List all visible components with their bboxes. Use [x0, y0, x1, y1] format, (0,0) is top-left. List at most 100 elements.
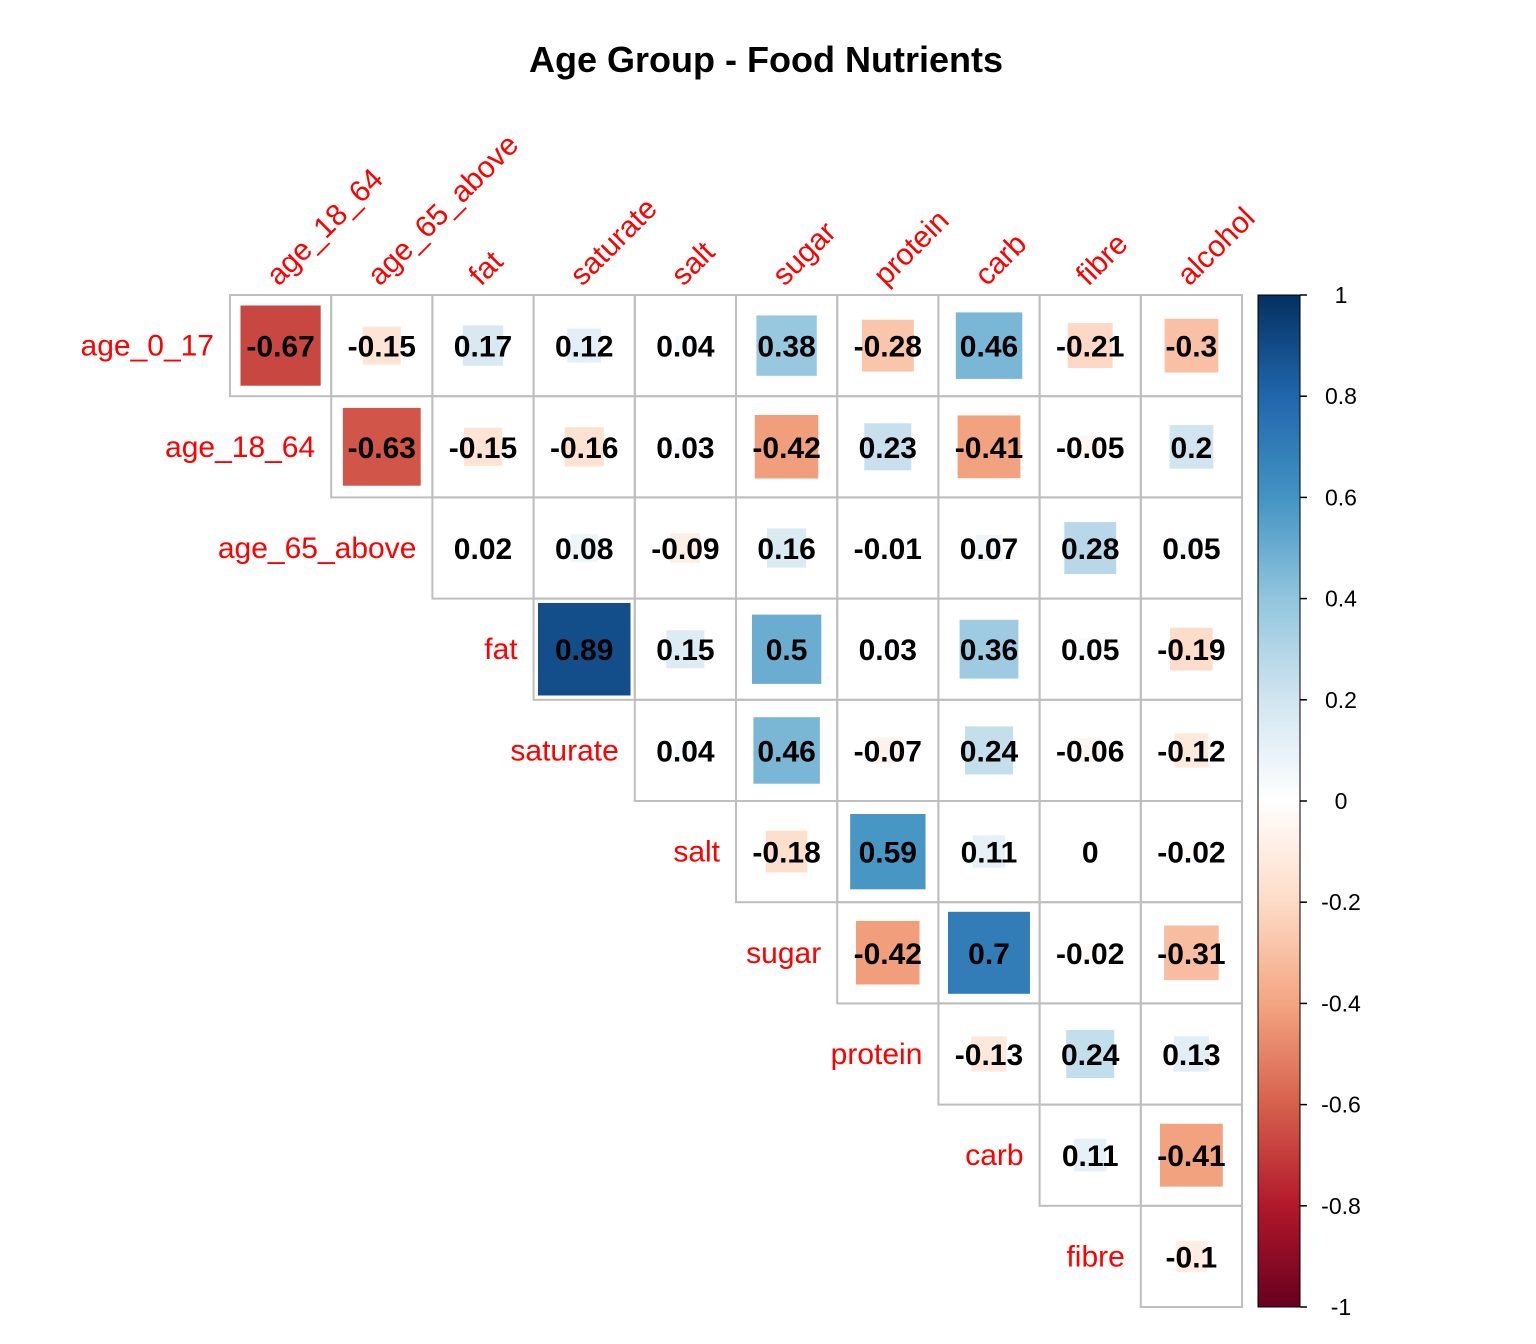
cell-square-age_65_above-saturate [570, 534, 598, 562]
cell-square-age_65_above-protein [882, 543, 893, 553]
cell-square-age_65_above-fibre [1064, 522, 1117, 574]
cell-value-age_65_above-protein: -0.01 [854, 533, 922, 566]
cell-square-carb-fibre [1073, 1138, 1107, 1172]
column-label-salt: salt [665, 235, 722, 292]
row-label-fibre: fibre [1066, 1240, 1124, 1273]
cell-square-salt-sugar [765, 830, 808, 873]
cell-value-saturate-sugar: 0.46 [757, 735, 815, 768]
legend-tick-label: -1 [1331, 1294, 1351, 1320]
cell-value-fibre-alcohol: -0.1 [1166, 1241, 1218, 1274]
cell-value-age_18_64-carb: -0.41 [955, 432, 1023, 465]
legend-tick-label: 0 [1335, 788, 1348, 814]
grid-cell-fibre-alcohol [1139, 1204, 1244, 1309]
cell-value-salt-carb: 0.11 [961, 837, 1018, 870]
cell-value-salt-alcohol: -0.02 [1157, 837, 1225, 870]
cell-square-saturate-protein [874, 737, 901, 764]
cell-square-fat-alcohol [1170, 627, 1213, 671]
cell-square-age_65_above-salt [670, 533, 701, 563]
cell-value-age_0_17-age_18_64: -0.67 [246, 331, 314, 364]
row-label-protein: protein [831, 1038, 923, 1071]
row-label-age_0_17: age_0_17 [81, 330, 214, 363]
cell-square-age_65_above-alcohol [1180, 537, 1203, 559]
cell-value-age_0_17-sugar: 0.38 [757, 331, 815, 364]
column-label-fat: fat [463, 245, 510, 292]
legend-tick-label: -0.4 [1321, 990, 1361, 1016]
cell-square-sugar-fibre [1083, 945, 1098, 960]
column-label-protein: protein [867, 204, 955, 292]
cell-value-fat-carb: 0.36 [960, 634, 1018, 667]
color-legend-bar [1258, 295, 1300, 1307]
cell-square-age_18_64-saturate [564, 427, 604, 467]
row-label-sugar: sugar [746, 937, 821, 970]
cell-value-fat-protein: 0.03 [859, 634, 917, 667]
cell-value-sugar-fibre: -0.02 [1056, 938, 1124, 971]
cell-square-fat-saturate [538, 603, 631, 696]
column-label-saturate: saturate [564, 192, 664, 292]
cell-value-age_0_17-age_65_above: -0.15 [348, 331, 416, 364]
cell-square-age_0_17-sugar [756, 315, 817, 376]
row-label-fat: fat [484, 633, 518, 666]
cell-value-saturate-fibre: -0.06 [1056, 735, 1124, 768]
column-label-sugar: sugar [766, 216, 842, 292]
cell-square-age_0_17-carb [955, 312, 1023, 379]
heatmap-grid [229, 294, 1244, 1309]
cell-value-age_18_64-fat: -0.15 [449, 432, 517, 465]
cell-value-fat-alcohol: -0.19 [1157, 634, 1225, 667]
cell-square-age_18_64-protein [864, 423, 912, 471]
row-label-age_18_64: age_18_64 [165, 431, 315, 464]
cell-square-age_0_17-alcohol [1164, 318, 1219, 373]
cell-square-saturate-salt [675, 740, 696, 761]
cell-square-protein-fibre [1066, 1030, 1115, 1078]
cell-square-fat-fibre [1079, 638, 1102, 661]
cell-square-fat-sugar [752, 614, 822, 684]
cell-value-age_18_64-age_65_above: -0.63 [348, 432, 416, 465]
cell-value-age_0_17-saturate: 0.12 [555, 331, 613, 364]
cell-square-carb-alcohol [1160, 1123, 1223, 1187]
cell-square-sugar-alcohol [1164, 925, 1219, 981]
cell-square-fat-protein [879, 640, 897, 658]
cell-value-age_0_17-salt: 0.04 [656, 331, 715, 364]
legend-tick-label: -0.6 [1321, 1092, 1361, 1118]
legend-tick-label: 0.6 [1325, 484, 1357, 510]
cell-value-protein-carb: -0.13 [955, 1039, 1023, 1072]
cell-value-sugar-protein: -0.42 [854, 938, 922, 971]
cell-value-salt-sugar: -0.18 [752, 837, 820, 870]
cell-value-protein-alcohol: 0.13 [1162, 1039, 1220, 1072]
cell-value-salt-fibre: 0 [1082, 837, 1099, 870]
cell-square-saturate-carb [965, 726, 1013, 775]
legend-tick-label: 0.2 [1325, 687, 1357, 713]
cell-value-age_65_above-fat: 0.02 [454, 533, 512, 566]
column-label-alcohol: alcohol [1171, 201, 1262, 292]
cell-square-sugar-carb [948, 911, 1030, 994]
heatmap-labels: age_0_17age_18_64age_65_abovefatsaturate… [81, 128, 1262, 1273]
cell-square-salt-protein [850, 814, 926, 890]
cell-value-age_65_above-salt: -0.09 [651, 533, 719, 566]
legend-tick-label: 1 [1335, 282, 1348, 308]
cell-square-age_18_64-fibre [1079, 435, 1102, 458]
cell-square-saturate-sugar [753, 717, 820, 784]
cell-value-carb-alcohol: -0.41 [1157, 1140, 1225, 1173]
cell-value-fat-saturate: 0.89 [555, 634, 613, 667]
column-label-carb: carb [969, 227, 1034, 292]
cell-square-age_65_above-sugar [767, 528, 807, 568]
cell-value-fat-fibre: 0.05 [1061, 634, 1119, 667]
cell-square-protein-alcohol [1173, 1036, 1209, 1072]
cell-value-age_18_64-fibre: -0.05 [1056, 432, 1124, 465]
cell-value-saturate-protein: -0.07 [854, 735, 922, 768]
cell-value-fat-salt: 0.15 [656, 634, 714, 667]
row-label-carb: carb [965, 1139, 1023, 1172]
legend-tick-label: 0.4 [1325, 586, 1357, 612]
cell-square-age_0_17-age_65_above [362, 326, 401, 365]
cell-square-sugar-protein [856, 921, 920, 985]
cell-value-saturate-carb: 0.24 [960, 735, 1019, 768]
cell-square-age_18_64-fat [464, 427, 502, 466]
cell-value-protein-fibre: 0.24 [1061, 1039, 1120, 1072]
row-label-saturate: saturate [510, 734, 618, 767]
column-label-fibre: fibre [1070, 227, 1135, 292]
cell-value-salt-protein: 0.59 [859, 837, 917, 870]
cell-value-sugar-carb: 0.7 [968, 938, 1010, 971]
cell-value-age_18_64-salt: 0.03 [656, 432, 714, 465]
row-label-age_65_above: age_65_above [218, 532, 417, 565]
cell-value-age_0_17-fibre: -0.21 [1056, 331, 1124, 364]
row-label-salt: salt [673, 836, 720, 869]
